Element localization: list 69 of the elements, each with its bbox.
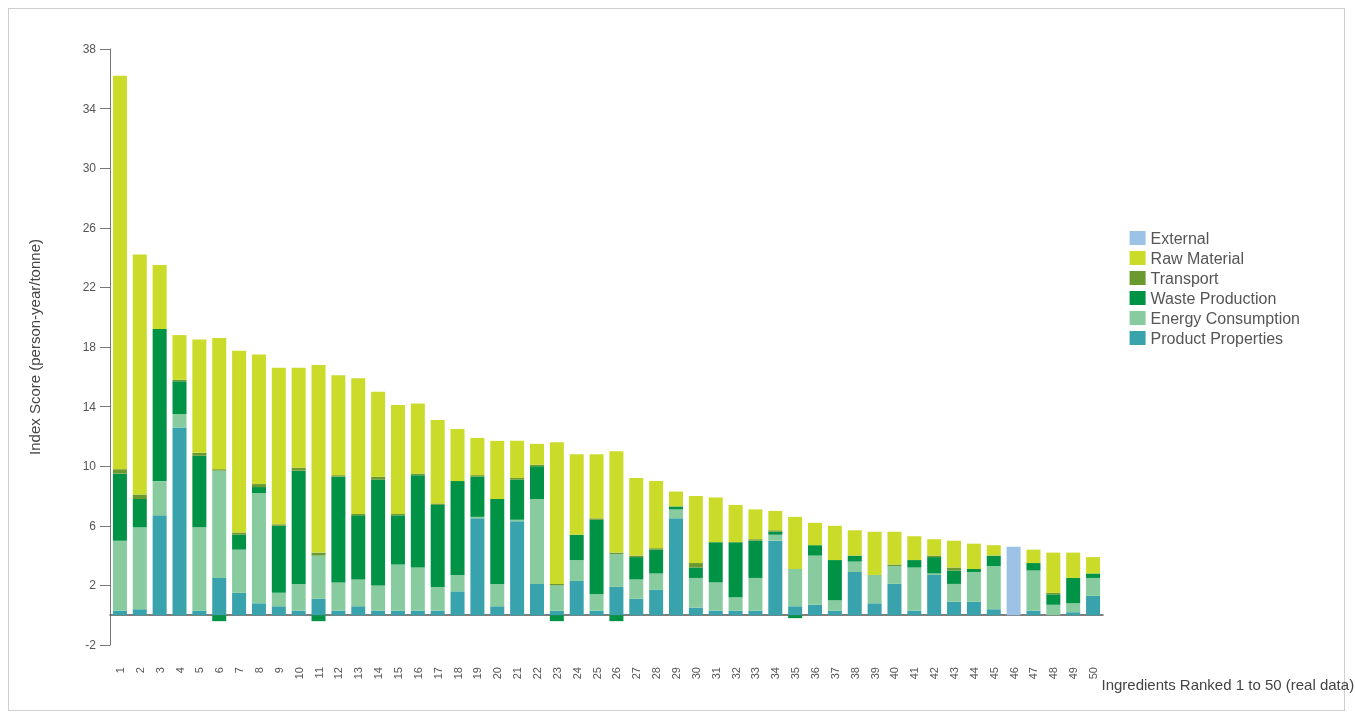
x-tick-label: 1 xyxy=(113,667,126,674)
y-tick-label: 26 xyxy=(82,220,97,235)
legend-label: Waste Production xyxy=(1150,289,1277,307)
y-tick-label: 6 xyxy=(89,518,97,533)
x-tick-label: 36 xyxy=(809,667,822,680)
x-tick-label: 33 xyxy=(749,667,762,680)
y-tick-label: 2 xyxy=(89,578,97,593)
y-axis-title: Index Score (person-year/tonne) xyxy=(26,239,43,455)
x-tick-label: 46 xyxy=(1007,667,1020,680)
legend-label: Energy Consumption xyxy=(1150,309,1301,327)
x-tick-label: 48 xyxy=(1047,667,1060,680)
x-tick-label: 39 xyxy=(868,667,881,680)
x-tick-label: 50 xyxy=(1087,667,1100,680)
x-tick-label: 31 xyxy=(709,667,722,680)
y-tick-label: 22 xyxy=(82,280,97,295)
x-tick-label: 47 xyxy=(1027,667,1040,680)
y-tick-label: 30 xyxy=(82,161,97,176)
x-axis-title: Ingredients Ranked 1 to 50 (real data) xyxy=(1101,676,1355,694)
x-tick-label: 13 xyxy=(352,667,365,680)
x-tick-label: 15 xyxy=(391,667,404,680)
x-tick-label: 24 xyxy=(570,667,583,680)
x-tick-label: 4 xyxy=(173,667,186,674)
x-tick-label: 35 xyxy=(789,667,802,680)
x-tick-label: 21 xyxy=(511,667,524,680)
x-tick-label: 34 xyxy=(769,667,782,680)
y-tick-label: 34 xyxy=(82,101,97,116)
x-tick-label: 16 xyxy=(411,667,424,680)
x-tick-label: 14 xyxy=(372,667,385,680)
x-tick-label: 25 xyxy=(590,667,603,680)
x-tick-label: 3 xyxy=(153,667,166,674)
x-tick-label: 8 xyxy=(252,667,265,674)
y-tick-label: 38 xyxy=(82,42,97,56)
x-tick-label: 10 xyxy=(292,667,305,680)
x-tick-label: 6 xyxy=(213,667,226,674)
x-tick-label: 23 xyxy=(550,667,563,680)
x-tick-label: 18 xyxy=(451,667,464,680)
x-tick-label: 49 xyxy=(1067,667,1080,680)
x-tick-label: 12 xyxy=(332,667,345,680)
x-tick-label: 9 xyxy=(272,667,285,674)
x-tick-label: 7 xyxy=(233,667,246,674)
y-tick-label: 14 xyxy=(82,399,97,414)
legend-label: Transport xyxy=(1150,269,1220,287)
x-tick-label: 40 xyxy=(888,667,901,680)
x-tick-label: 11 xyxy=(312,667,325,679)
x-tick-label: 41 xyxy=(908,667,921,680)
legend-label: External xyxy=(1150,229,1210,247)
x-tick-label: 42 xyxy=(928,667,941,680)
x-tick-label: 22 xyxy=(530,667,543,680)
x-tick-label: 27 xyxy=(630,667,643,680)
x-tick-label: 45 xyxy=(987,667,1000,680)
legend-label: Raw Material xyxy=(1150,249,1244,267)
x-tick-label: 38 xyxy=(848,667,861,680)
x-tick-label: 28 xyxy=(650,667,663,680)
x-tick-label: 30 xyxy=(689,667,702,680)
x-tick-label: 5 xyxy=(193,667,206,674)
x-tick-label: 20 xyxy=(491,667,504,680)
x-tick-label: 37 xyxy=(828,667,841,680)
y-tick-label: -2 xyxy=(85,638,97,652)
y-tick-label: 10 xyxy=(82,459,97,474)
x-tick-label: 29 xyxy=(670,667,683,680)
x-tick-label: 26 xyxy=(610,667,623,680)
x-tick-label: 32 xyxy=(729,667,742,680)
legend-label: Product Properties xyxy=(1150,329,1284,347)
x-tick-label: 2 xyxy=(133,667,146,674)
x-tick-label: 44 xyxy=(967,667,980,680)
y-tick-label: 18 xyxy=(82,340,97,354)
x-tick-label: 19 xyxy=(471,667,484,680)
x-tick-label: 17 xyxy=(431,667,444,680)
x-tick-label: 43 xyxy=(948,667,961,680)
